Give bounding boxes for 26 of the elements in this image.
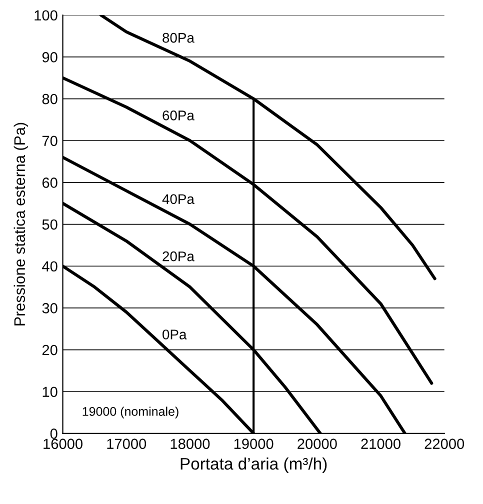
y-tick-label: 70	[42, 136, 58, 146]
y-tick-label: 100	[34, 10, 58, 21]
y-axis-title: Pressione statica esterna (Pa)	[14, 122, 28, 326]
y-tick-label: 60	[42, 178, 58, 188]
series-label: 20Pa	[162, 251, 194, 262]
x-tick-label: 16000	[44, 438, 82, 450]
y-tick-label: 20	[42, 344, 58, 356]
x-tick-label: 20000	[298, 438, 337, 450]
y-tick-label: 10	[42, 386, 58, 398]
x-tick-label: 21000	[361, 438, 400, 450]
annotation: 19000 (nominale)	[82, 406, 178, 418]
x-tick-label: 22000	[424, 438, 464, 450]
y-tick-label: 50	[42, 219, 58, 230]
y-tick-label: 30	[42, 303, 58, 314]
series-label: 80Pa	[162, 32, 194, 43]
y-tick-label: 0	[50, 428, 58, 439]
series-label: 60Pa	[162, 110, 194, 120]
y-tick-label: 90	[42, 52, 58, 62]
x-axis-title: Portata d’aria (m³/h)	[180, 457, 327, 473]
series-label: 40Pa	[162, 194, 194, 204]
series-label: 0Pa	[162, 330, 187, 340]
y-tick-label: 80	[42, 94, 58, 104]
x-tick-label: 17000	[107, 438, 146, 450]
y-tick-label: 40	[42, 261, 58, 272]
x-tick-label: 19000	[234, 438, 274, 450]
x-tick-label: 18000	[170, 438, 210, 450]
